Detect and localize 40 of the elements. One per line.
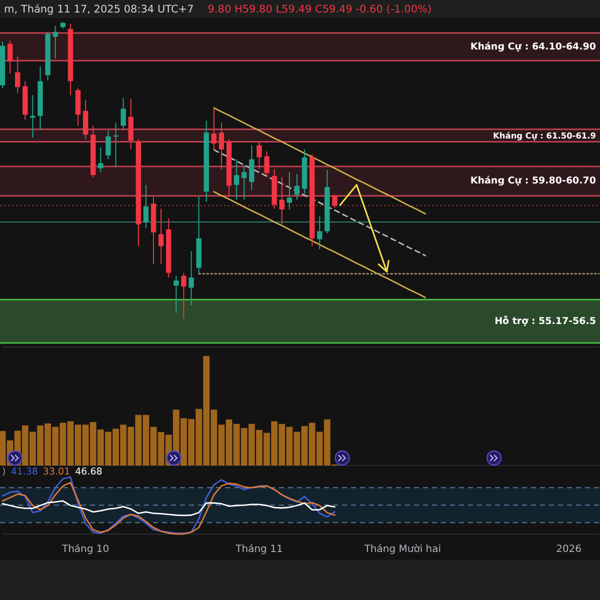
band-label: Kháng Cự : 59.80-60.70 — [470, 176, 596, 187]
candlestick — [106, 130, 111, 160]
candlestick — [264, 150, 270, 178]
annotation: 33.01 — [42, 466, 70, 478]
annotation: 41.38 — [10, 466, 38, 478]
candlestick — [143, 184, 149, 229]
candlestick — [52, 25, 58, 60]
chart-subtitle: 9.80 H59.80 L59.49 C59.49 -0.60 (-1.00%) — [208, 4, 432, 16]
candlestick — [181, 272, 186, 320]
candlestick — [15, 56, 20, 94]
candlestick — [279, 176, 284, 225]
candlestick — [98, 146, 104, 173]
x-tick-label: Tháng Mười hai — [363, 544, 442, 556]
candlestick — [256, 142, 262, 170]
candlestick — [286, 172, 292, 210]
band-label: Hỗ trợ : 55.17-56.5 — [494, 314, 596, 327]
candlestick — [332, 194, 338, 208]
candlestick — [82, 99, 88, 140]
x-tick-label: Tháng 11 — [234, 544, 283, 556]
candlestick — [7, 40, 13, 74]
annotation: ) — [2, 466, 6, 478]
candlestick — [120, 98, 126, 131]
candlestick — [218, 122, 224, 170]
candlestick — [294, 174, 300, 200]
band-label: Kháng Cự : 61.50-61.9 — [493, 130, 596, 141]
candlestick — [317, 216, 322, 250]
candlestick — [242, 164, 247, 200]
candlestick — [128, 98, 134, 150]
candlestick — [234, 158, 240, 200]
candlestick — [113, 122, 118, 168]
candlestick — [211, 107, 217, 151]
candlestick — [174, 275, 179, 313]
candlestick — [249, 144, 254, 190]
candlestick — [158, 208, 164, 264]
candlestick — [188, 250, 194, 306]
annotation: 46.68 — [75, 466, 102, 478]
chart-title: m, Tháng 11 17, 2025 08:34 UTC+7 — [4, 4, 194, 16]
x-tick-label: 2026 — [556, 544, 582, 556]
band-label: Kháng Cự : 64.10-64.90 — [470, 41, 596, 52]
x-tick-label: Tháng 10 — [60, 544, 110, 556]
